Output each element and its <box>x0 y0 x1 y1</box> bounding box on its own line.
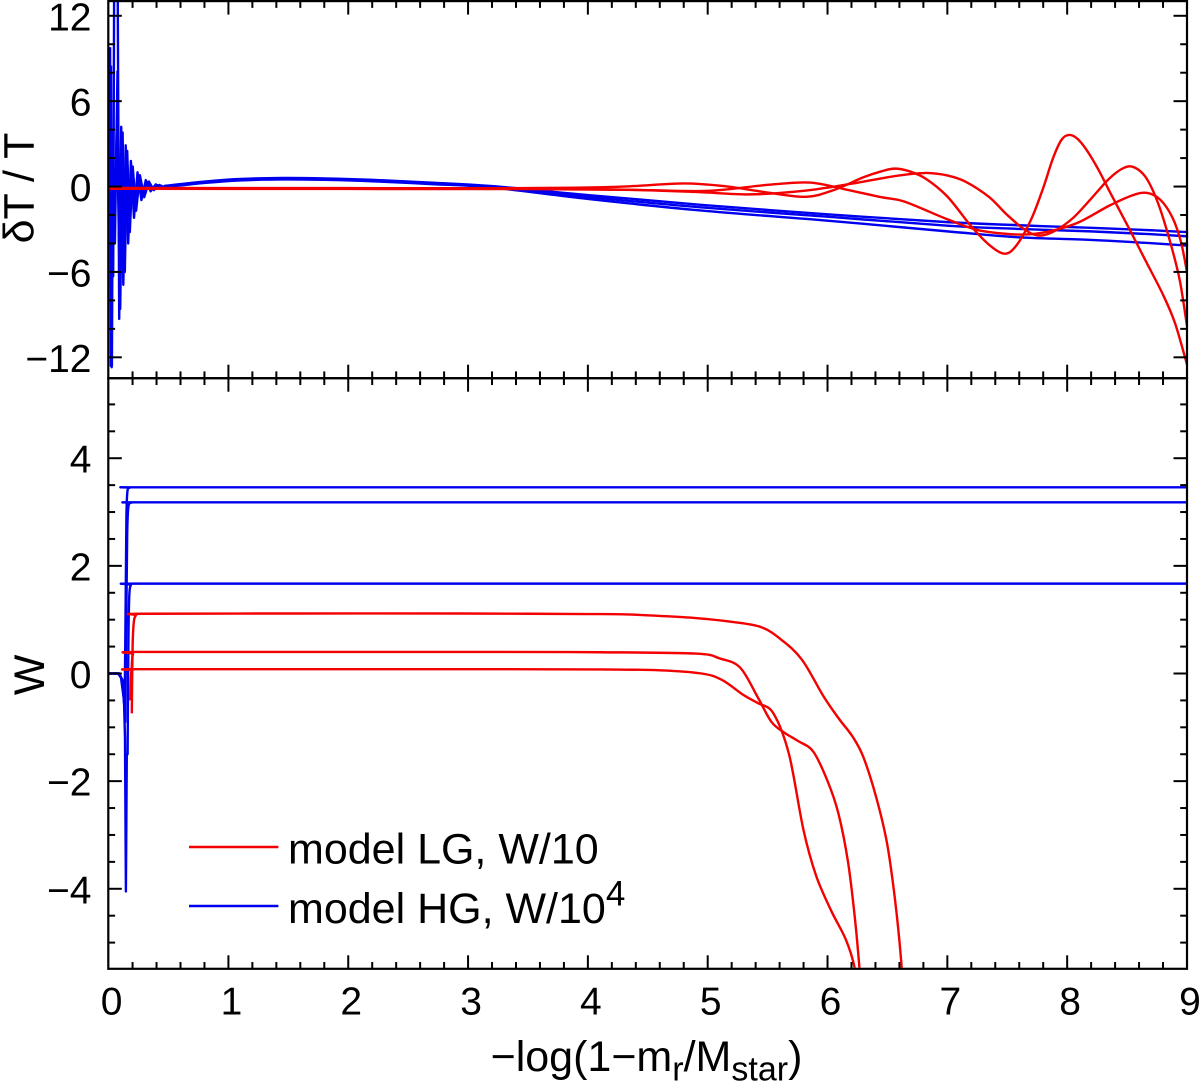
svg-text:6: 6 <box>70 82 92 125</box>
svg-text:12: 12 <box>48 0 91 39</box>
svg-text:8: 8 <box>1059 981 1081 1024</box>
svg-text:−4: −4 <box>47 869 91 912</box>
svg-text:4: 4 <box>580 981 602 1024</box>
svg-text:model LG, W/10: model LG, W/10 <box>288 825 599 873</box>
svg-text:−12: −12 <box>25 338 91 381</box>
svg-text:2: 2 <box>340 981 362 1024</box>
svg-text:−log(1−mr/Mstar): −log(1−mr/Mstar) <box>491 1033 803 1085</box>
svg-text:5: 5 <box>700 981 722 1024</box>
svg-text:W: W <box>6 654 54 695</box>
svg-text:3: 3 <box>460 981 482 1024</box>
svg-text:−6: −6 <box>47 252 91 295</box>
svg-text:1: 1 <box>221 981 243 1024</box>
svg-text:0: 0 <box>101 981 123 1024</box>
svg-text:4: 4 <box>70 439 92 482</box>
svg-text:2: 2 <box>70 546 92 589</box>
svg-text:δT / T: δT / T <box>0 133 44 244</box>
svg-text:9: 9 <box>1179 981 1200 1024</box>
svg-text:−2: −2 <box>47 762 91 805</box>
svg-text:model HG, W/104: model HG, W/104 <box>288 875 625 934</box>
svg-text:0: 0 <box>70 654 92 697</box>
svg-text:0: 0 <box>70 167 92 210</box>
svg-text:6: 6 <box>820 981 842 1024</box>
svg-text:7: 7 <box>939 981 961 1024</box>
